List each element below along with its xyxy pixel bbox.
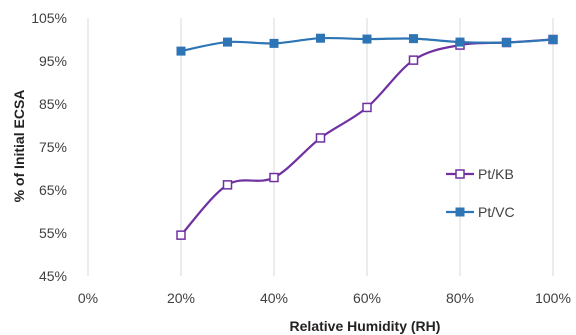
legend-label: Pt/VC bbox=[478, 204, 515, 220]
y-tick-label: 105% bbox=[31, 10, 67, 26]
legend-label: Pt/KB bbox=[478, 166, 514, 182]
y-tick-label: 65% bbox=[39, 182, 67, 198]
data-point bbox=[409, 34, 418, 44]
x-tick-label: 40% bbox=[260, 290, 288, 306]
data-point bbox=[502, 38, 511, 48]
x-tick-label: 100% bbox=[535, 290, 571, 306]
series-group bbox=[176, 33, 558, 240]
data-point bbox=[548, 35, 558, 44]
data-point bbox=[408, 55, 419, 65]
x-tick-label: 60% bbox=[353, 290, 381, 306]
data-point bbox=[269, 38, 279, 48]
data-point bbox=[315, 133, 326, 143]
data-point bbox=[455, 37, 465, 47]
data-point bbox=[362, 102, 372, 113]
data-point bbox=[316, 33, 325, 43]
data-point bbox=[223, 37, 232, 47]
x-tick-label: 80% bbox=[446, 290, 474, 306]
y-axis-tick-labels: 45% 55% 65% 75% 85% 95% 105% bbox=[31, 10, 67, 284]
data-point bbox=[222, 180, 233, 190]
series-pt-vc bbox=[176, 33, 558, 56]
vertical-gridlines bbox=[87, 18, 554, 276]
y-tick-label: 75% bbox=[39, 139, 67, 155]
legend-item-pt-vc: Pt/VC bbox=[446, 204, 515, 220]
x-tick-label: 0% bbox=[78, 290, 98, 306]
legend: Pt/KB Pt/VC bbox=[446, 166, 515, 220]
y-axis-title: % of Initial ECSA bbox=[11, 90, 27, 203]
y-tick-label: 45% bbox=[39, 268, 67, 284]
x-tick-label: 20% bbox=[167, 290, 195, 306]
legend-marker bbox=[455, 169, 465, 179]
y-tick-label: 95% bbox=[39, 53, 67, 69]
data-point bbox=[269, 172, 279, 183]
y-tick-label: 85% bbox=[39, 96, 67, 112]
x-axis-tick-labels: 0% 20% 40% 60% 80% 100% bbox=[78, 290, 571, 306]
legend-marker bbox=[455, 207, 465, 217]
x-axis-title: Relative Humidity (RH) bbox=[290, 318, 441, 334]
legend-item-pt-kb: Pt/KB bbox=[446, 166, 514, 182]
data-point bbox=[362, 34, 372, 44]
data-point bbox=[176, 230, 186, 240]
data-point bbox=[176, 46, 186, 56]
y-tick-label: 55% bbox=[39, 225, 67, 241]
